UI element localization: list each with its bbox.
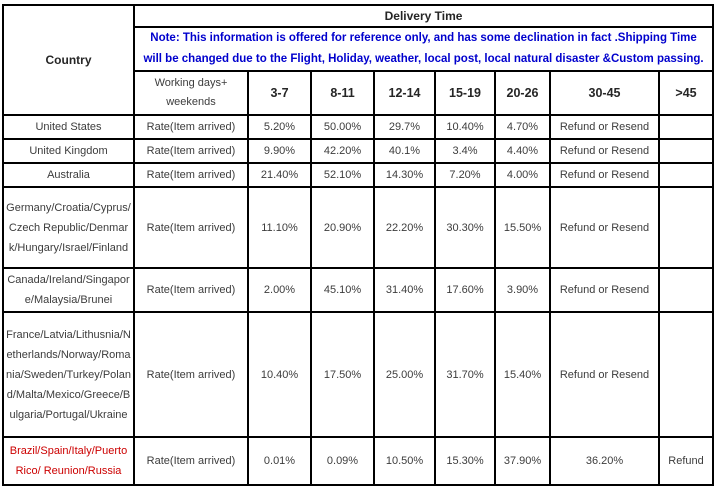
day-range-header: >45 bbox=[657, 70, 714, 116]
country-cell: Canada/Ireland/Singapore/Malaysia/Brunei bbox=[2, 267, 135, 313]
value-cell: 31.40% bbox=[373, 267, 436, 313]
value-cell: 50.00% bbox=[310, 114, 375, 140]
day-range-header: 12-14 bbox=[373, 70, 436, 116]
day-range-header: 3-7 bbox=[247, 70, 312, 116]
country-cell: United States bbox=[2, 114, 135, 140]
value-cell: 31.70% bbox=[434, 311, 496, 438]
value-cell: Refund or Resend bbox=[549, 311, 660, 438]
table-row: United States Rate(Item arrived) 5.20% 5… bbox=[2, 114, 714, 140]
value-cell: 42.20% bbox=[310, 138, 375, 164]
value-cell: 20.90% bbox=[310, 186, 375, 269]
value-cell: Refund or Resend bbox=[549, 162, 660, 188]
value-cell: 45.10% bbox=[310, 267, 375, 313]
value-cell: 9.90% bbox=[247, 138, 312, 164]
table-row: France/Latvia/Lithusnia/Netherlands/Norw… bbox=[2, 311, 714, 438]
country-cell: United Kingdom bbox=[2, 138, 135, 164]
value-cell: 3.90% bbox=[494, 267, 551, 313]
value-cell: 4.40% bbox=[494, 138, 551, 164]
note-text: Note: This information is offered for re… bbox=[132, 26, 714, 72]
day-range-header: 30-45 bbox=[549, 70, 660, 116]
value-cell: 15.50% bbox=[494, 186, 551, 269]
value-cell: 37.90% bbox=[494, 436, 551, 486]
value-cell bbox=[657, 186, 714, 269]
delivery-time-header: Delivery Time bbox=[132, 4, 714, 28]
value-cell: Refund or Resend bbox=[549, 138, 660, 164]
value-cell: 25.00% bbox=[373, 311, 436, 438]
country-cell: Australia bbox=[2, 162, 135, 188]
table-row: Working days+ weekends 3-7 8-11 12-14 15… bbox=[3, 70, 714, 116]
value-cell: 17.50% bbox=[310, 311, 375, 438]
value-cell: 29.7% bbox=[373, 114, 436, 140]
day-range-header: 15-19 bbox=[434, 70, 496, 116]
value-cell: 3.4% bbox=[434, 138, 496, 164]
country-cell: France/Latvia/Lithusnia/Netherlands/Norw… bbox=[2, 311, 135, 438]
value-cell: 15.40% bbox=[494, 311, 551, 438]
table-row: Note: This information is offered for re… bbox=[3, 26, 714, 72]
rate-label-cell: Rate(Item arrived) bbox=[133, 114, 249, 140]
rate-label-cell: Rate(Item arrived) bbox=[133, 311, 249, 438]
day-range-header: 20-26 bbox=[494, 70, 551, 116]
value-cell: Refund or Resend bbox=[549, 114, 660, 140]
table-row: Canada/Ireland/Singapore/Malaysia/Brunei… bbox=[2, 267, 714, 313]
country-cell: Brazil/Spain/Italy/Puerto Rico/ Reunion/… bbox=[2, 436, 135, 486]
value-cell: 30.30% bbox=[434, 186, 496, 269]
table-row: Germany/Croatia/Cyprus/Czech Republic/De… bbox=[2, 186, 714, 269]
value-cell: 17.60% bbox=[434, 267, 496, 313]
value-cell: 22.20% bbox=[373, 186, 436, 269]
value-cell bbox=[657, 311, 714, 438]
value-cell: 4.00% bbox=[494, 162, 551, 188]
value-cell: 15.30% bbox=[434, 436, 496, 486]
value-cell bbox=[657, 114, 714, 140]
rate-label-cell: Rate(Item arrived) bbox=[133, 186, 249, 269]
value-cell bbox=[657, 138, 714, 164]
table-row: United Kingdom Rate(Item arrived) 9.90% … bbox=[2, 138, 714, 164]
value-cell bbox=[657, 162, 714, 188]
value-cell: 0.09% bbox=[310, 436, 375, 486]
value-cell bbox=[657, 267, 714, 313]
value-cell: 10.40% bbox=[247, 311, 312, 438]
day-range-header: 8-11 bbox=[310, 70, 375, 116]
value-cell: 14.30% bbox=[373, 162, 436, 188]
rate-label-cell: Rate(Item arrived) bbox=[133, 436, 249, 486]
value-cell: 40.1% bbox=[373, 138, 436, 164]
rate-label-cell: Rate(Item arrived) bbox=[133, 267, 249, 313]
value-cell: 4.70% bbox=[494, 114, 551, 140]
value-cell: Refund or Resend bbox=[549, 267, 660, 313]
value-cell: 7.20% bbox=[434, 162, 496, 188]
value-cell: 10.40% bbox=[434, 114, 496, 140]
table-row: Country Delivery Time bbox=[2, 4, 714, 116]
value-cell: 2.00% bbox=[247, 267, 312, 313]
value-cell: 10.50% bbox=[373, 436, 436, 486]
working-days-header: Working days+ weekends bbox=[133, 70, 249, 116]
delivery-time-table: Country Delivery Time Note: This informa… bbox=[2, 4, 714, 486]
value-cell: 36.20% bbox=[549, 436, 660, 486]
value-cell: Refund or Resend bbox=[549, 186, 660, 269]
table-row: Brazil/Spain/Italy/Puerto Rico/ Reunion/… bbox=[2, 436, 714, 486]
table-row: Australia Rate(Item arrived) 21.40% 52.1… bbox=[2, 162, 714, 188]
country-header: Country bbox=[2, 4, 135, 116]
value-cell: 0.01% bbox=[247, 436, 312, 486]
value-cell: 11.10% bbox=[247, 186, 312, 269]
value-cell: 5.20% bbox=[247, 114, 312, 140]
country-cell: Germany/Croatia/Cyprus/Czech Republic/De… bbox=[2, 186, 135, 269]
rate-label-cell: Rate(Item arrived) bbox=[133, 162, 249, 188]
value-cell: Refund bbox=[657, 436, 714, 486]
rate-label-cell: Rate(Item arrived) bbox=[133, 138, 249, 164]
value-cell: 52.10% bbox=[310, 162, 375, 188]
value-cell: 21.40% bbox=[247, 162, 312, 188]
